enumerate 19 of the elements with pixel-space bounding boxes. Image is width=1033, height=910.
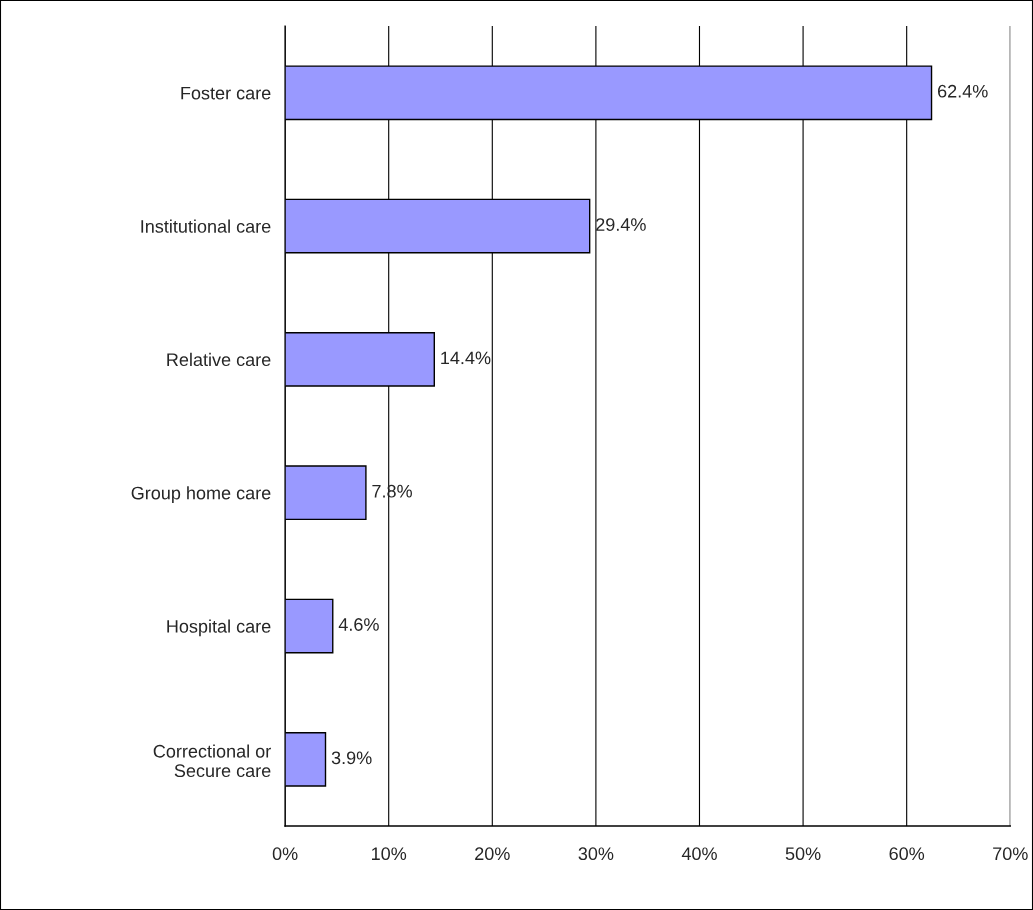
x-tick-label: 20% <box>475 847 510 861</box>
y-tick-label: Group home care <box>131 486 271 504</box>
x-tick-label: 30% <box>578 847 614 861</box>
x-tick-label: 50% <box>785 847 821 861</box>
y-tick-label: Relative care <box>167 352 271 367</box>
y-tick-label: Foster care <box>181 86 271 100</box>
x-tick-label: 40% <box>681 847 717 861</box>
x-tick-label: 70% <box>993 847 1028 861</box>
data-label: 4.6% <box>338 618 379 631</box>
data-label: 3.9% <box>331 751 372 765</box>
y-tick-label: Institutional care <box>141 219 271 233</box>
data-label: 29.4% <box>596 218 646 231</box>
x-tick-label: 60% <box>889 847 925 861</box>
x-tick-label: 10% <box>372 847 407 861</box>
y-tick-label: Hospital care <box>167 619 271 637</box>
x-tick-label: 0% <box>272 847 298 861</box>
data-label: 62.4% <box>938 84 988 98</box>
y-tick-label: Correctional or Secure care <box>153 744 271 778</box>
data-label: 14.4% <box>441 351 491 365</box>
